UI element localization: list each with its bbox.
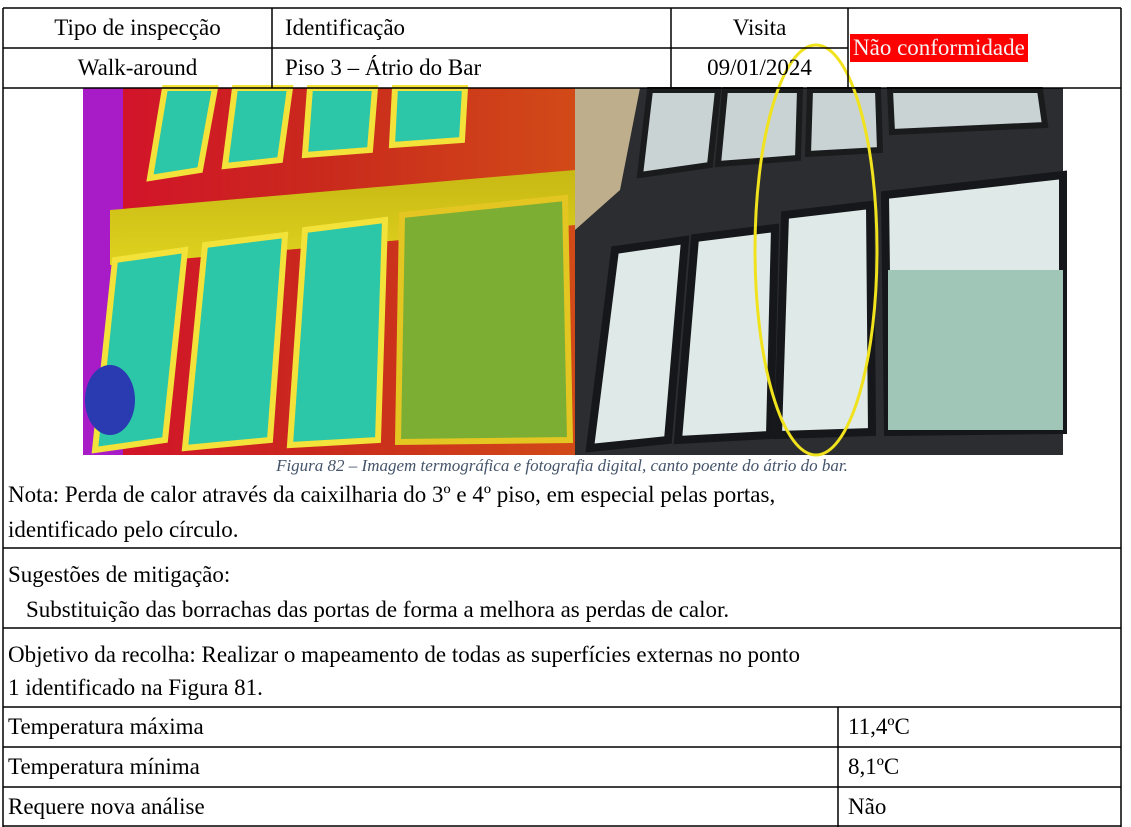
status-badge: Não conformidade xyxy=(850,34,1028,62)
header-value: Walk-around xyxy=(77,55,198,80)
measurement-value: 11,4ºC xyxy=(848,714,910,739)
header-value: Piso 3 – Átrio do Bar xyxy=(285,55,482,80)
measurement-value: 8,1ºC xyxy=(848,754,900,779)
figure-caption: Figura 82 – Imagem termográfica e fotogr… xyxy=(276,456,848,475)
measurement-label: Requere nova análise xyxy=(8,794,205,819)
header-value: 09/01/2024 xyxy=(707,55,812,80)
mitigation-label: Sugestões de mitigação: xyxy=(8,562,231,587)
measurement-label: Temperatura máxima xyxy=(8,714,204,739)
header-label: Visita xyxy=(732,15,787,40)
objective-text: 1 identificado na Figura 81. xyxy=(8,675,263,700)
measurement-label: Temperatura mínima xyxy=(8,754,200,779)
header-label: Identificação xyxy=(285,15,406,40)
table-lines xyxy=(2,7,1122,827)
objective-text: Objetivo da recolha: Realizar o mapeamen… xyxy=(8,642,800,667)
header-label: Tipo de inspecção xyxy=(54,15,221,40)
note-text: identificado pelo círculo. xyxy=(8,517,239,542)
note-text: Nota: Perda de calor através da caixilha… xyxy=(8,482,776,507)
mitigation-text: Substituição das borrachas das portas de… xyxy=(26,597,730,622)
measurement-value: Não xyxy=(848,794,887,819)
photo-image xyxy=(575,43,1067,457)
thermal-image xyxy=(83,85,575,455)
